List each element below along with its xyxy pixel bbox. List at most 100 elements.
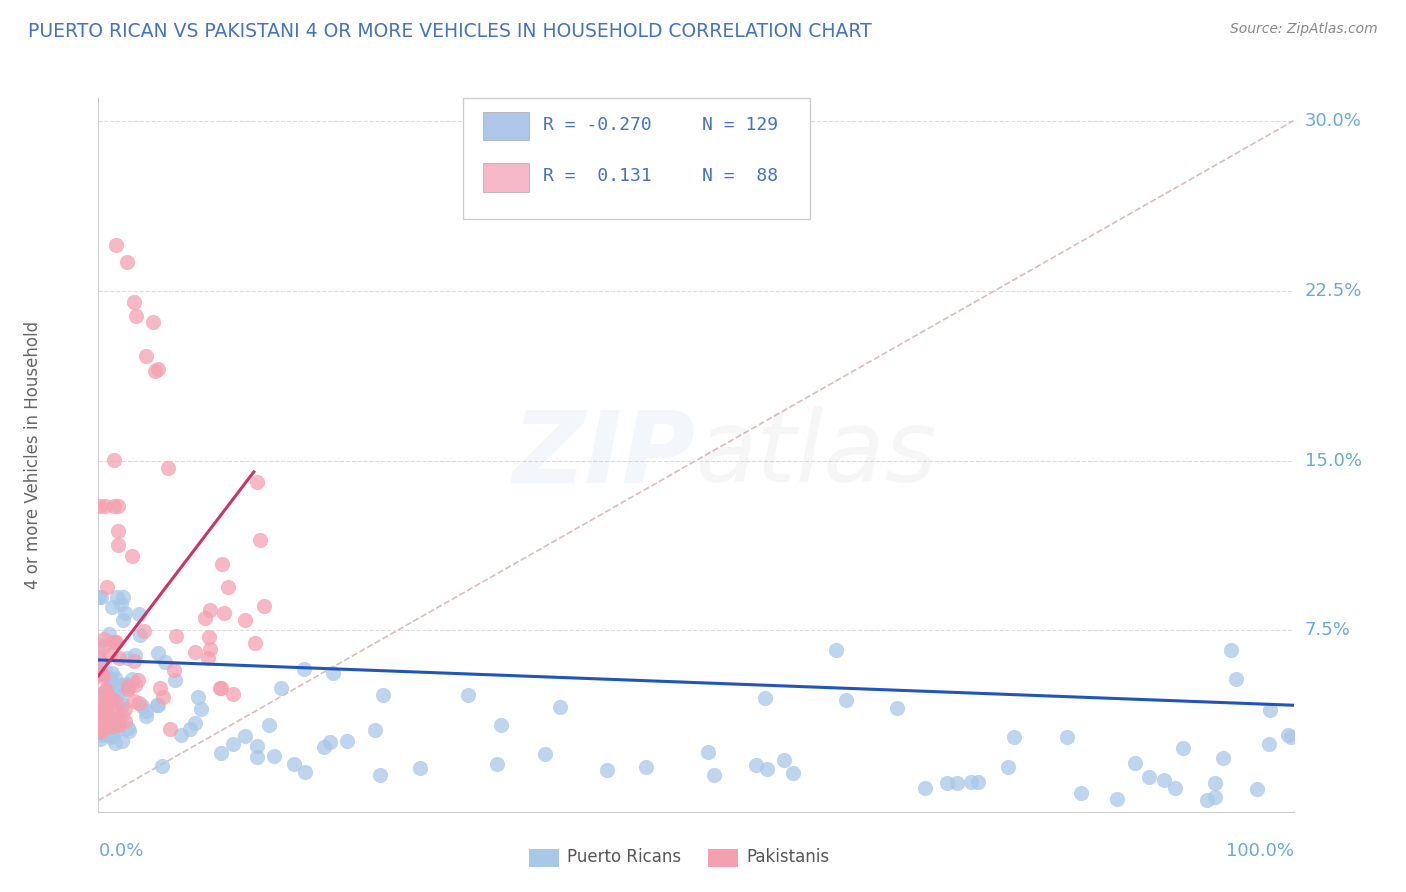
Point — [114, 607, 136, 621]
Point — [117, 721, 139, 735]
Point — [596, 763, 619, 777]
Point — [1195, 793, 1218, 807]
Point — [89, 699, 111, 714]
Point — [489, 718, 512, 732]
Text: Pakistanis: Pakistanis — [747, 848, 830, 866]
Text: 22.5%: 22.5% — [1305, 282, 1362, 300]
Point — [1153, 773, 1175, 788]
Text: Puerto Ricans: Puerto Ricans — [567, 848, 681, 866]
Point — [104, 634, 127, 648]
Point — [1258, 703, 1281, 717]
Point — [155, 656, 177, 670]
Point — [170, 728, 193, 742]
Text: 7.5%: 7.5% — [1305, 622, 1351, 640]
Point — [197, 630, 219, 644]
Point — [94, 703, 117, 717]
Point — [263, 749, 285, 764]
Point — [101, 599, 124, 614]
Point — [209, 747, 232, 761]
Point — [89, 731, 111, 746]
Point — [156, 461, 179, 475]
Point — [101, 707, 124, 722]
Point — [97, 720, 120, 734]
Point — [100, 731, 122, 745]
Point — [135, 709, 157, 723]
Point — [117, 680, 139, 694]
Point — [835, 692, 858, 706]
Point — [754, 691, 776, 706]
Text: 0.0%: 0.0% — [98, 842, 143, 860]
Bar — [484, 163, 529, 192]
Point — [91, 700, 114, 714]
Point — [217, 580, 239, 594]
Point — [914, 781, 936, 796]
Point — [936, 776, 959, 790]
Point — [114, 714, 136, 728]
Point — [1279, 730, 1302, 744]
Point — [1137, 770, 1160, 784]
Point — [107, 689, 129, 703]
Point — [314, 740, 336, 755]
Point — [103, 729, 125, 743]
Point — [93, 699, 115, 714]
Point — [127, 673, 149, 687]
Point — [105, 590, 128, 604]
Point — [93, 696, 115, 710]
Text: N =  88: N = 88 — [702, 167, 778, 185]
Point — [94, 684, 117, 698]
Point — [782, 766, 804, 780]
Point — [165, 629, 187, 643]
Point — [548, 700, 571, 714]
Point — [967, 775, 990, 789]
Point — [1164, 781, 1187, 796]
Point — [294, 765, 316, 780]
Point — [194, 611, 217, 625]
Point — [184, 715, 207, 730]
Point — [101, 666, 124, 681]
Point — [246, 750, 269, 764]
Point — [772, 753, 794, 767]
Point — [110, 693, 132, 707]
Point — [112, 613, 135, 627]
Point — [212, 606, 235, 620]
Point — [243, 636, 266, 650]
Point — [96, 691, 118, 706]
Point — [756, 762, 779, 776]
Point — [100, 717, 122, 731]
Point — [107, 524, 129, 538]
Point — [91, 669, 114, 683]
Point — [100, 677, 122, 691]
Point — [184, 645, 207, 659]
Point — [1171, 740, 1194, 755]
Point — [1211, 751, 1233, 765]
Point — [111, 734, 134, 748]
Point — [117, 650, 139, 665]
Point — [115, 255, 138, 269]
Point — [94, 693, 117, 707]
Point — [143, 364, 166, 378]
Point — [159, 722, 181, 736]
Point — [108, 651, 131, 665]
Point — [368, 768, 391, 782]
Point — [90, 667, 112, 681]
Point — [124, 654, 146, 668]
Point — [87, 654, 110, 668]
Point — [91, 689, 114, 703]
Point — [94, 683, 117, 698]
Text: ZIP: ZIP — [513, 407, 696, 503]
Point — [105, 238, 128, 252]
Point — [1204, 789, 1226, 804]
Point — [364, 723, 387, 737]
Point — [1105, 792, 1128, 806]
Text: 4 or more Vehicles in Household: 4 or more Vehicles in Household — [24, 321, 42, 589]
Point — [1219, 642, 1241, 657]
Point — [336, 734, 359, 748]
Point — [148, 698, 170, 712]
Point — [91, 728, 114, 742]
Point — [533, 747, 555, 762]
Point — [90, 715, 112, 730]
Point — [94, 709, 117, 723]
Point — [148, 646, 170, 660]
Point — [132, 624, 155, 638]
FancyBboxPatch shape — [463, 98, 810, 219]
